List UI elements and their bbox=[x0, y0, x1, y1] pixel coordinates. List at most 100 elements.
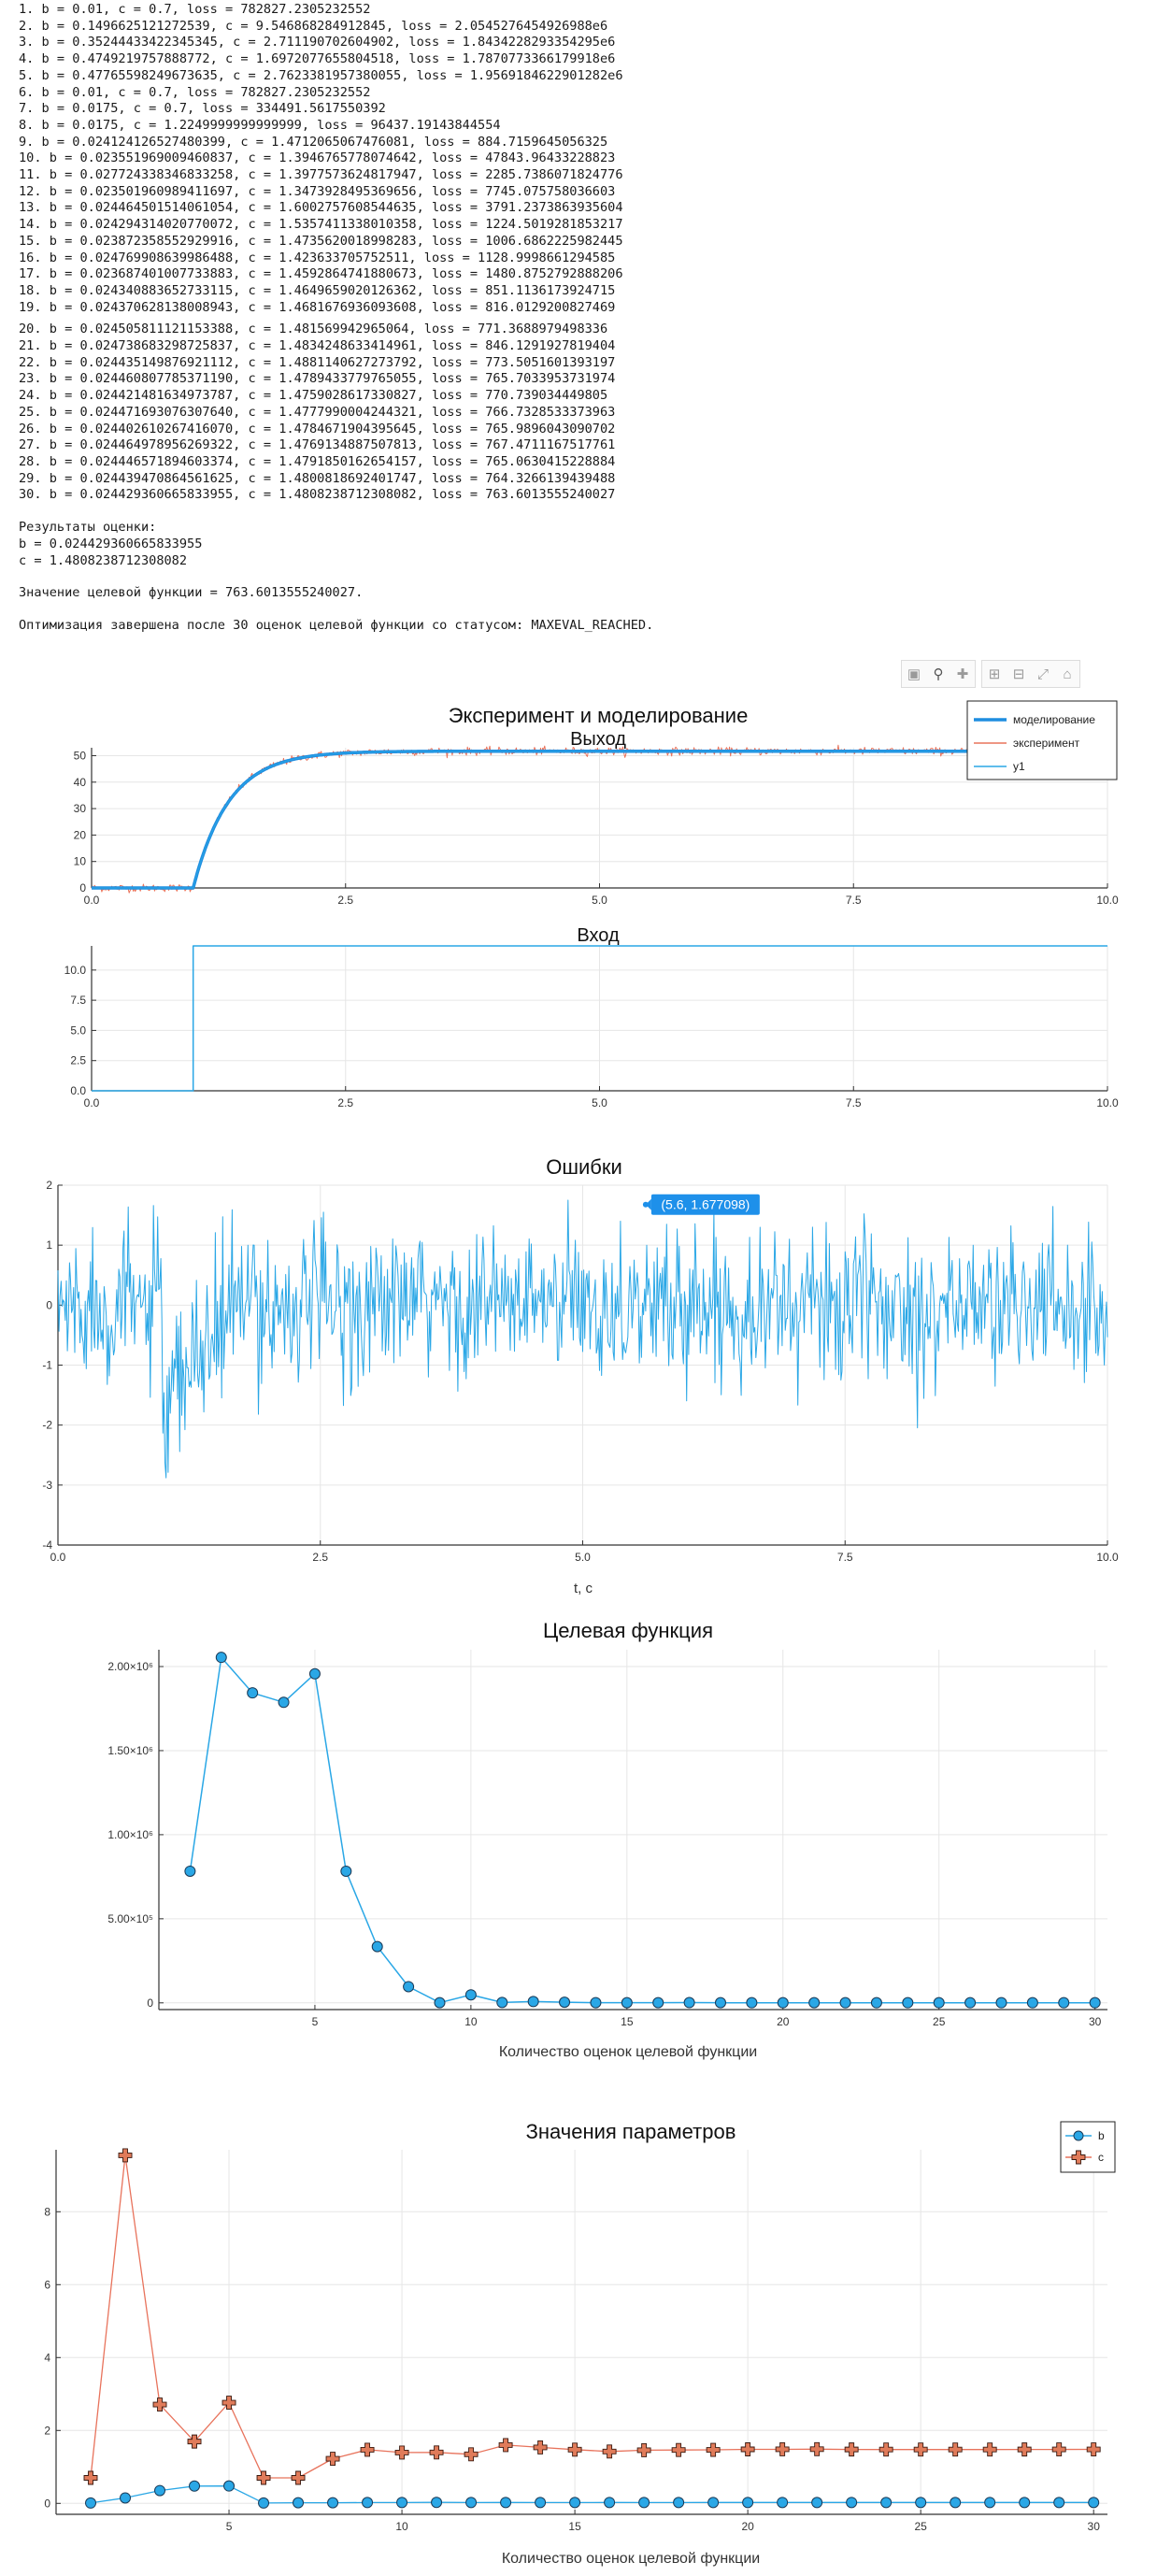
chart-subtitle: Выход bbox=[570, 729, 626, 750]
zoom-in-icon[interactable]: ⊞ bbox=[988, 666, 1001, 682]
objective-point bbox=[714, 1996, 726, 2009]
b-point bbox=[707, 2497, 720, 2509]
iteration-line: 2. b = 0.1496625121272539, c = 9.5468682… bbox=[19, 18, 608, 34]
b-point bbox=[984, 2497, 996, 2509]
y-tick-label: 0.0 bbox=[70, 1084, 86, 1097]
x-tick-label: 7.5 bbox=[846, 1096, 862, 1109]
y-tick-label: 0 bbox=[147, 1996, 153, 2010]
c-point bbox=[913, 2442, 928, 2457]
objective-point bbox=[933, 1996, 945, 2009]
x-tick-label: 25 bbox=[933, 2015, 946, 2028]
x-tick-label: 5 bbox=[312, 2015, 319, 2028]
y-tick-label: 7.5 bbox=[70, 994, 86, 1007]
x-tick-label: 10.0 bbox=[1096, 1096, 1119, 1109]
x-tick-label: 0.0 bbox=[84, 1096, 100, 1109]
home-icon[interactable]: ⌂ bbox=[1063, 665, 1072, 682]
y-tick-label: 5.00×10⁵ bbox=[107, 1912, 153, 1925]
b-point bbox=[223, 2480, 236, 2492]
zoom-icon[interactable]: ⚲ bbox=[933, 666, 944, 682]
chart-title: Значения параметров bbox=[526, 2120, 736, 2143]
autoscale-icon[interactable]: ⤢ bbox=[1036, 665, 1049, 682]
b-point bbox=[258, 2497, 270, 2509]
b-point bbox=[535, 2497, 547, 2509]
chart-title: Эксперимент и моделирование bbox=[449, 704, 749, 727]
camera-icon[interactable]: ▣ bbox=[907, 666, 921, 682]
c-point bbox=[1017, 2442, 1032, 2457]
y-tick-label: 1 bbox=[46, 1238, 52, 1252]
objective-point bbox=[247, 1687, 259, 1699]
b-point bbox=[604, 2497, 616, 2509]
x-tick-label: 5.0 bbox=[575, 1551, 591, 1564]
c-point bbox=[602, 2444, 617, 2459]
iteration-line: 25. b = 0.024471693076307640, c = 1.4777… bbox=[19, 404, 616, 420]
c-point bbox=[533, 2440, 548, 2454]
objective-value: Значение целевой функции = 763.601355524… bbox=[19, 585, 364, 601]
result-b: b = 0.024429360665833955 bbox=[19, 536, 203, 551]
c-point bbox=[671, 2442, 686, 2457]
iteration-line: 26. b = 0.024402610267416070, c = 1.4784… bbox=[19, 421, 616, 436]
c-point bbox=[291, 2470, 306, 2485]
pan-icon[interactable]: ✚ bbox=[956, 666, 969, 682]
objective-point bbox=[808, 1996, 821, 2009]
c-point bbox=[360, 2442, 375, 2457]
objective-point bbox=[902, 1996, 914, 2009]
c-point bbox=[982, 2442, 997, 2457]
b-point bbox=[500, 2497, 512, 2509]
x-tick-label: 2.5 bbox=[312, 1551, 328, 1564]
x-tick-label: 2.5 bbox=[337, 894, 353, 907]
tooltip-box bbox=[650, 1194, 760, 1215]
iteration-line: 4. b = 0.4749219757888772, c = 1.6972077… bbox=[19, 51, 616, 67]
c-point bbox=[429, 2445, 444, 2460]
tooltip-pointer bbox=[645, 1198, 651, 1210]
b-point bbox=[777, 2497, 789, 2509]
b-point bbox=[85, 2497, 97, 2509]
c-point bbox=[878, 2442, 893, 2457]
objective-point bbox=[652, 1996, 664, 2009]
y-tick-label: 40 bbox=[74, 776, 87, 789]
b-point bbox=[915, 2497, 927, 2509]
c-point bbox=[394, 2445, 409, 2460]
legend-label: эксперимент bbox=[1013, 737, 1080, 750]
y-tick-label: 0 bbox=[44, 2497, 50, 2510]
c-point bbox=[464, 2447, 479, 2462]
iteration-line: 10. b = 0.023551969009460837, c = 1.3946… bbox=[19, 150, 616, 166]
iteration-line: 9. b = 0.024124126527480399, c = 1.47120… bbox=[19, 134, 608, 150]
iteration-line: 12. b = 0.023501960989411697, c = 1.3473… bbox=[19, 183, 616, 199]
objective-point bbox=[746, 1996, 758, 2009]
objective-point bbox=[590, 1996, 602, 2009]
result-c: c = 1.4808238712308082 bbox=[19, 552, 188, 568]
c-point bbox=[83, 2470, 98, 2485]
objective-point bbox=[278, 1696, 290, 1709]
zoom-out-icon[interactable]: ⊟ bbox=[1012, 666, 1025, 682]
b-point bbox=[1088, 2497, 1100, 2509]
c-point bbox=[775, 2442, 790, 2456]
iteration-line: 20. b = 0.024505811121153388, c = 1.4815… bbox=[19, 322, 608, 337]
x-tick-label: 20 bbox=[741, 2520, 754, 2533]
b-point bbox=[189, 2480, 201, 2492]
c-point bbox=[567, 2442, 582, 2457]
x-tick-label: 7.5 bbox=[846, 894, 862, 907]
x-tick-label: 7.5 bbox=[837, 1551, 853, 1564]
series-errors bbox=[57, 1199, 1108, 1479]
legend-label: моделирование bbox=[1013, 713, 1095, 726]
objective-point bbox=[683, 1996, 695, 2009]
iteration-line: 24. b = 0.024421481634973787, c = 1.4759… bbox=[19, 388, 608, 404]
c-point bbox=[844, 2442, 859, 2457]
iteration-line: 6. b = 0.01, c = 0.7, loss = 782827.2305… bbox=[19, 84, 371, 100]
y-tick-label: 10 bbox=[74, 855, 87, 868]
x-tick-label: 5.0 bbox=[592, 894, 607, 907]
iteration-line: 19. b = 0.024370628138008943, c = 1.4681… bbox=[19, 299, 616, 315]
x-tick-label: 20 bbox=[777, 2015, 790, 2028]
iteration-line: 29. b = 0.024439470864561625, c = 1.4800… bbox=[19, 470, 616, 486]
iteration-line: 28. b = 0.024446571894603374, c = 1.4791… bbox=[19, 453, 616, 469]
x-axis-label: t, c bbox=[574, 1581, 593, 1596]
b-point bbox=[431, 2497, 443, 2509]
c-point bbox=[706, 2442, 721, 2457]
iteration-line: 11. b = 0.027724338346833258, c = 1.3977… bbox=[19, 167, 623, 183]
c-point bbox=[152, 2397, 167, 2412]
legend: bc bbox=[1060, 2121, 1116, 2173]
y-tick-label: 2 bbox=[44, 2424, 50, 2437]
c-point bbox=[809, 2441, 824, 2456]
c-point bbox=[1051, 2442, 1066, 2457]
chart-title: Вход bbox=[577, 925, 620, 946]
